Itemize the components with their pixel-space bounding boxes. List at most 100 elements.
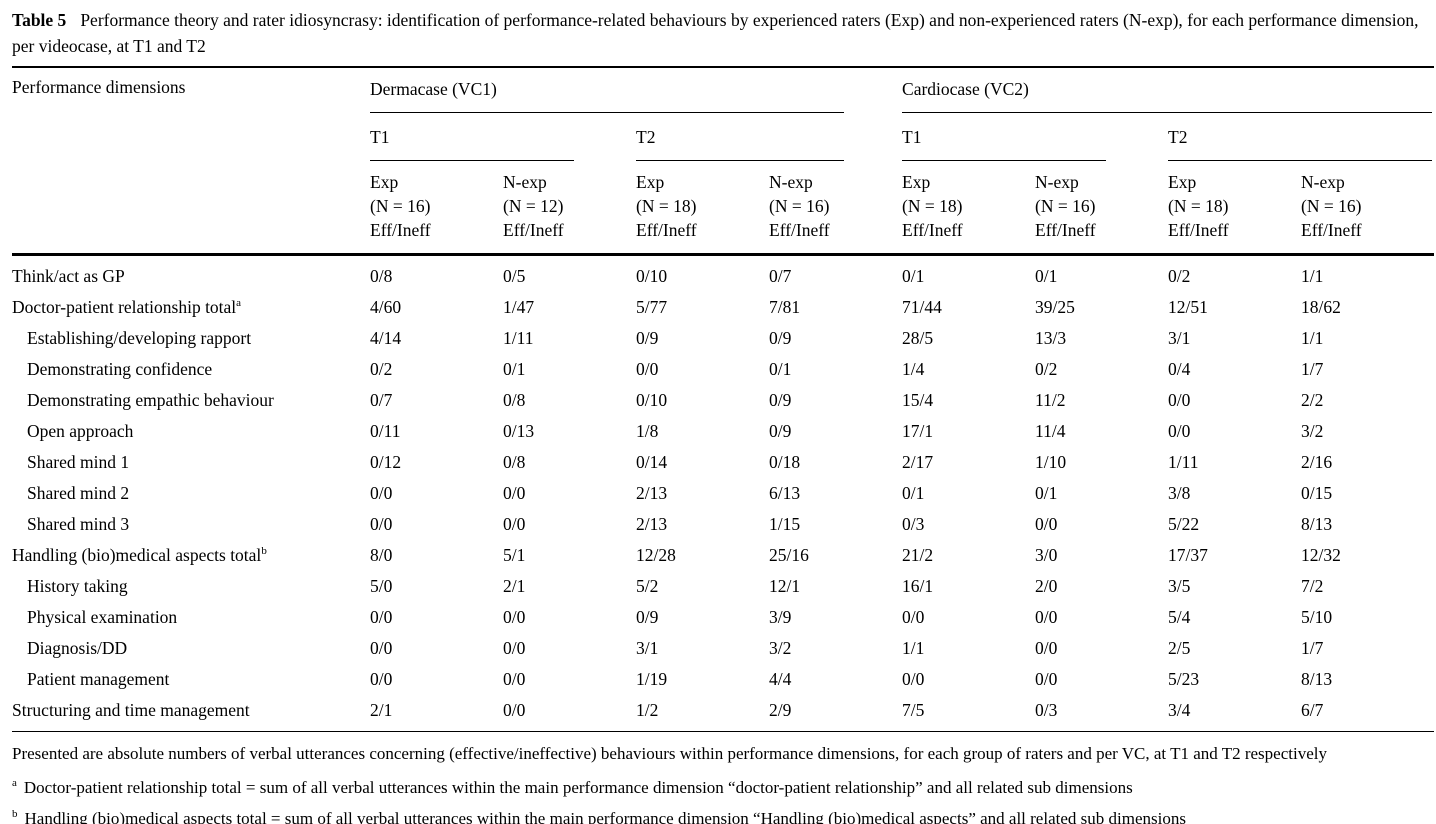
cell-value: 17/1 bbox=[902, 421, 934, 441]
cell-value: 5/22 bbox=[1168, 514, 1200, 534]
footnote-b-text: Handling (bio)medical aspects total = su… bbox=[24, 809, 1186, 824]
row-label: Demonstrating empathic behaviour bbox=[12, 385, 370, 416]
period-label-vc1-t1: T1 bbox=[370, 113, 574, 161]
row-label-text: History taking bbox=[27, 576, 128, 596]
table-row: Open approach 0/11 0/13 1/8 0/9 17/1 11/4 0/0 3/… bbox=[12, 416, 1434, 447]
cell-value: 0/0 bbox=[902, 607, 925, 627]
table-row: Shared mind 2 0/0 0/0 2/13 6/13 0/1 0/1 3/8 0/15 bbox=[12, 478, 1434, 509]
row-label-text: Patient management bbox=[27, 669, 170, 689]
row-label-text: Demonstrating confidence bbox=[27, 359, 213, 379]
cell-value: 0/12 bbox=[370, 452, 402, 472]
cell-value: 16/1 bbox=[902, 576, 934, 596]
cell-value: 0/1 bbox=[503, 359, 526, 379]
table-number: Table 5 bbox=[12, 10, 67, 30]
group-header-cardiocase: Cardiocase (VC2) bbox=[902, 67, 1434, 113]
row-label: History taking bbox=[12, 571, 370, 602]
cell-value: 0/9 bbox=[636, 328, 659, 348]
cell-value: 12/51 bbox=[1168, 297, 1208, 317]
cell-value: 0/8 bbox=[370, 266, 393, 286]
table-row: Handling (bio)medical aspects totalb 8/0 5… bbox=[12, 540, 1434, 571]
cell-value: 0/0 bbox=[1035, 607, 1058, 627]
table-row: Physical examination 0/0 0/0 0/9 3/9 0/0 0/0 5/… bbox=[12, 602, 1434, 633]
footnote-a-text: Doctor-patient relationship total = sum … bbox=[23, 778, 1133, 797]
cell-value: 12/28 bbox=[636, 545, 676, 565]
cell-value: 3/8 bbox=[1168, 483, 1191, 503]
cell-value: 1/11 bbox=[1168, 452, 1199, 472]
table-row: Demonstrating confidence 0/2 0/1 0/0 0/1 1/4 0… bbox=[12, 354, 1434, 385]
row-label: Shared mind 1 bbox=[12, 447, 370, 478]
column-header-row: Exp (N = 16) Eff/Ineff N-exp (N = 12) Ef… bbox=[12, 161, 1435, 256]
period-header-row: T1 T2 T1 T2 bbox=[12, 113, 1434, 161]
cell-value: 3/0 bbox=[1035, 545, 1058, 565]
cell-value: 0/8 bbox=[503, 390, 526, 410]
cell-value: 11/4 bbox=[1035, 421, 1066, 441]
row-label: Think/act as GP bbox=[12, 255, 370, 293]
cell-value: 5/1 bbox=[503, 545, 526, 565]
cell-value: 1/8 bbox=[636, 421, 659, 441]
footnotes: Presented are absolute numbers of verbal… bbox=[12, 741, 1426, 824]
cell-value: 0/0 bbox=[370, 514, 393, 534]
column-header-2: Exp (N = 18) Eff/Ineff bbox=[636, 161, 769, 256]
cell-value: 0/1 bbox=[902, 483, 925, 503]
row-label: Doctor-patient relationship totala bbox=[12, 292, 370, 323]
table-row: History taking 5/0 2/1 5/2 12/1 16/1 2/0 3/5 7/2 bbox=[12, 571, 1434, 602]
cell-value: 4/14 bbox=[370, 328, 402, 348]
table-row: Demonstrating empathic behaviour 0/7 0/8 0/… bbox=[12, 385, 1434, 416]
table-row: Patient management 0/0 0/0 1/19 4/4 0/0 0/0 5/2… bbox=[12, 664, 1434, 695]
cell-value: 1/4 bbox=[902, 359, 925, 379]
cell-value: 8/13 bbox=[1301, 514, 1333, 534]
measure-label: Eff/Ineff bbox=[1301, 220, 1362, 240]
rater-label: N-exp bbox=[1301, 172, 1345, 192]
cell-value: 17/37 bbox=[1168, 545, 1208, 565]
table-body: Think/act as GP 0/8 0/5 0/10 0/7 0/1 0/1 0/2 1/1… bbox=[12, 255, 1435, 732]
row-label-text: Establishing/developing rapport bbox=[27, 328, 252, 348]
dimension-column-header: Performance dimensions bbox=[12, 67, 370, 256]
row-label: Diagnosis/DD bbox=[12, 633, 370, 664]
row-label: Shared mind 3 bbox=[12, 509, 370, 540]
dimension-header-text: Performance dimensions bbox=[12, 77, 186, 97]
row-label-text: Handling (bio)medical aspects total bbox=[12, 545, 262, 565]
cell-value: 21/2 bbox=[902, 545, 934, 565]
period-header-vc2-t2: T2 bbox=[1168, 113, 1434, 161]
measure-label: Eff/Ineff bbox=[902, 220, 963, 240]
cell-value: 0/0 bbox=[1035, 638, 1058, 658]
cell-value: 18/62 bbox=[1301, 297, 1341, 317]
cell-value: 8/0 bbox=[370, 545, 393, 565]
measure-label: Eff/Ineff bbox=[636, 220, 697, 240]
row-label-text: Physical examination bbox=[27, 607, 178, 627]
row-label: Structuring and time management bbox=[12, 695, 370, 732]
cell-value: 0/0 bbox=[1168, 421, 1191, 441]
cell-value: 0/2 bbox=[370, 359, 393, 379]
cell-value: 3/1 bbox=[1168, 328, 1191, 348]
cell-value: 1/10 bbox=[1035, 452, 1067, 472]
group-label-cardiocase: Cardiocase (VC2) bbox=[902, 77, 1433, 113]
measure-label: Eff/Ineff bbox=[1035, 220, 1096, 240]
cell-value: 3/9 bbox=[769, 607, 792, 627]
cell-value: 2/13 bbox=[636, 483, 668, 503]
cell-value: 0/0 bbox=[503, 514, 526, 534]
column-header-7: N-exp (N = 16) Eff/Ineff bbox=[1301, 161, 1435, 256]
cell-value: 12/1 bbox=[769, 576, 801, 596]
row-label-text: Shared mind 2 bbox=[27, 483, 130, 503]
cell-value: 0/0 bbox=[370, 483, 393, 503]
cell-value: 2/2 bbox=[1301, 390, 1324, 410]
cell-value: 1/1 bbox=[1301, 266, 1324, 286]
column-header-5: N-exp (N = 16) Eff/Ineff bbox=[1035, 161, 1169, 256]
cell-value: 1/7 bbox=[1301, 638, 1324, 658]
cell-value: 0/0 bbox=[370, 607, 393, 627]
group-header-dermacase: Dermacase (VC1) bbox=[370, 67, 902, 113]
cell-value: 2/16 bbox=[1301, 452, 1333, 472]
cell-value: 0/2 bbox=[1168, 266, 1191, 286]
cell-value: 0/4 bbox=[1168, 359, 1191, 379]
cell-value: 11/2 bbox=[1035, 390, 1066, 410]
cell-value: 5/23 bbox=[1168, 669, 1200, 689]
cell-value: 0/0 bbox=[370, 638, 393, 658]
footnote-general: Presented are absolute numbers of verbal… bbox=[12, 744, 1327, 763]
sample-size: (N = 16) bbox=[769, 196, 830, 216]
cell-value: 0/9 bbox=[769, 328, 792, 348]
measure-label: Eff/Ineff bbox=[370, 220, 431, 240]
cell-value: 0/0 bbox=[1035, 669, 1058, 689]
measure-label: Eff/Ineff bbox=[769, 220, 830, 240]
cell-value: 0/0 bbox=[370, 669, 393, 689]
